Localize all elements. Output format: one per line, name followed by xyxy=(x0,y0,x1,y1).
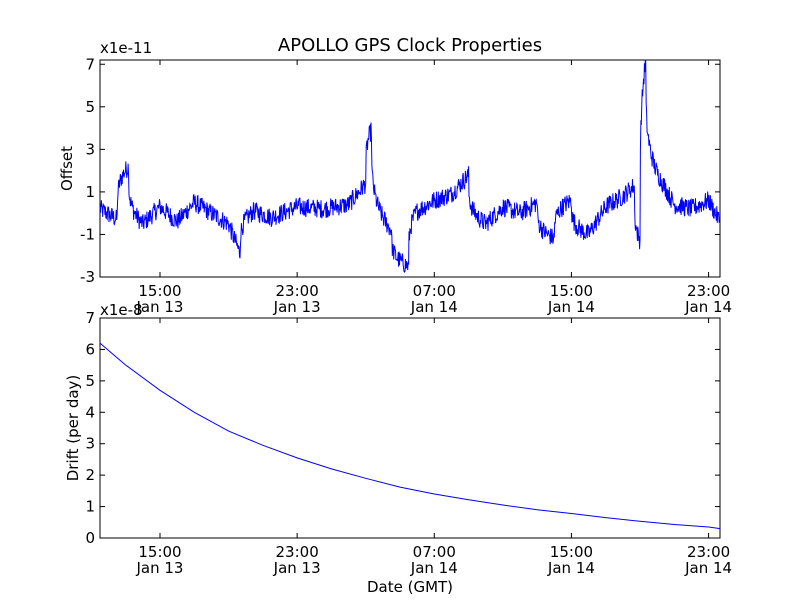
drift-y-axis-label: Drift (per day) xyxy=(64,375,82,482)
offset-scale-label: x1e-11 xyxy=(100,39,152,57)
drift-ytick-label: 4 xyxy=(85,403,95,421)
offset-ytick-label: 7 xyxy=(85,55,95,73)
drift-ytick-label: 6 xyxy=(85,340,95,358)
offset-xtick-date-label: Jan 13 xyxy=(136,298,184,316)
offset-xtick-time-label: 23:00 xyxy=(687,282,730,300)
offset-y-axis-label: Offset xyxy=(58,146,76,191)
offset-plot-area xyxy=(99,59,721,278)
drift-series-line xyxy=(99,342,721,530)
drift-ytick-label: 3 xyxy=(85,435,95,453)
offset-series-line xyxy=(99,59,721,273)
offset-ytick-label: 5 xyxy=(85,98,95,116)
offset-ytick-label: 1 xyxy=(85,183,95,201)
offset-xtick-time-label: 15:00 xyxy=(138,282,181,300)
drift-scale-label: x1e-8 xyxy=(100,301,143,319)
drift-plot-area xyxy=(99,317,721,539)
drift-xtick-time-label: 23:00 xyxy=(687,543,730,561)
drift-xtick-date-label: Jan 13 xyxy=(273,559,321,577)
offset-xtick-date-label: Jan 14 xyxy=(684,298,732,316)
offset-xtick-date-label: Jan 14 xyxy=(410,298,458,316)
drift-ytick-label: 2 xyxy=(85,466,95,484)
offset-xtick-time-label: 07:00 xyxy=(413,282,456,300)
offset-xtick-time-label: 15:00 xyxy=(550,282,593,300)
chart-title: APOLLO GPS Clock Properties xyxy=(278,35,542,56)
drift-xtick-date-label: Jan 14 xyxy=(410,559,458,577)
offset-xtick-time-label: 23:00 xyxy=(276,282,319,300)
offset-xtick-date-label: Jan 13 xyxy=(273,298,321,316)
drift-xtick-date-label: Jan 14 xyxy=(547,559,595,577)
offset-ytick-label: -3 xyxy=(80,268,95,286)
offset-xtick-date-label: Jan 14 xyxy=(547,298,595,316)
drift-ytick-label: 1 xyxy=(85,498,95,516)
drift-xtick-date-label: Jan 14 xyxy=(684,559,732,577)
drift-xtick-date-label: Jan 13 xyxy=(136,559,184,577)
x-axis-label: Date (GMT) xyxy=(367,578,453,596)
drift-xtick-time-label: 07:00 xyxy=(413,543,456,561)
offset-ytick-label: -1 xyxy=(80,225,95,243)
drift-ytick-label: 5 xyxy=(85,372,95,390)
drift-ytick-label: 7 xyxy=(85,309,95,327)
drift-ytick-label: 0 xyxy=(85,529,95,547)
drift-xtick-time-label: 15:00 xyxy=(550,543,593,561)
offset-ytick-label: 3 xyxy=(85,140,95,158)
drift-xtick-time-label: 23:00 xyxy=(276,543,319,561)
drift-xtick-time-label: 15:00 xyxy=(138,543,181,561)
